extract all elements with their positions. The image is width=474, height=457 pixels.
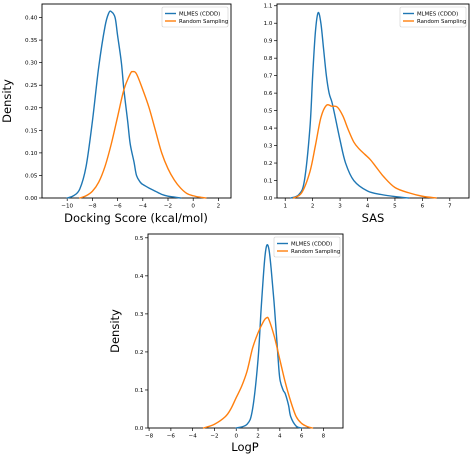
x-tick-label-logp: −2 [210,434,218,440]
x-tick-label-docking: 0 [191,204,195,210]
x-axis-label-sas: SAS [362,211,385,225]
legend-logp: MLMES (CDDD)Random Sampling [273,236,341,258]
y-tick-label-sas: 0.0 [264,196,273,202]
legend-label-sas: Random Sampling [417,19,466,25]
chart-sas: 1 2 3 4 5 6 7 0.0 0.1 0.2 0.3 0.4 0.5 0.6 0.7 0.8 0.9 1.0… [264,3,470,225]
y-tick-label-logp: 0.4 [135,274,144,280]
series-line-logp-random [202,316,314,429]
series-sas [290,11,437,199]
x-tick-label-docking: −6 [113,204,122,210]
x-tick-label-sas: 4 [366,204,370,210]
series-logp [202,243,314,429]
x-tick-label-logp: −8 [145,434,154,440]
series-docking [66,10,207,199]
ticks-docking: −10 −8 −6 −4 −2 0 2 0.00 0.05 0.10 0.15 0.20 0.25 0.3… [25,16,220,210]
chart-logp: −8 −6 −4 −2 0 2 4 6 8 0.0 0.1 0.2 0.3 0.4 0.5 MLMES (C… [108,233,344,454]
y-tick-label-logp: 0.5 [135,236,144,242]
series-line-sas-mlmes [290,11,410,199]
y-axis-label-logp: Density [108,309,122,353]
legend-label-docking: MLMES (CDDD) [179,12,220,18]
y-tick-label-sas: 0.8 [264,56,273,62]
y-tick-label-logp: 0.1 [135,388,144,394]
legend-sas: MLMES (CDDD)Random Sampling [399,6,467,28]
y-axis-label-docking: Density [0,79,14,123]
legend-docking: MLMES (CDDD)Random Sampling [161,6,229,28]
x-tick-label-logp: 2 [256,434,260,440]
plot-area-sas [276,3,470,199]
y-tick-label-docking: 0.25 [25,83,38,89]
y-tick-label-logp: 0.2 [135,350,144,356]
x-tick-label-logp: 0 [234,434,238,440]
chart-docking-score: −10 −8 −6 −4 −2 0 2 0.00 0.05 0.10 0.15 0.20 0.25 0.3… [0,3,232,225]
plot-area-logp [147,233,344,429]
y-tick-label-docking: 0.00 [25,196,38,202]
x-tick-label-sas: 7 [448,204,452,210]
x-tick-label-logp: 4 [278,434,282,440]
y-tick-label-docking: 0.20 [25,106,38,112]
x-tick-label-docking: −10 [61,204,73,210]
x-tick-label-sas: 3 [338,204,342,210]
x-tick-label-docking: 2 [217,204,221,210]
y-tick-label-docking: 0.10 [25,151,38,157]
y-tick-label-sas: 0.9 [264,39,273,45]
x-tick-label-docking: −4 [139,204,148,210]
legend-label-sas: MLMES (CDDD) [417,12,458,18]
legend-label-logp: Random Sampling [291,249,340,255]
y-tick-label-docking: 0.30 [25,61,38,67]
x-axis-label-docking: Docking Score (kcal/mol) [64,211,208,225]
series-line-logp-mlmes [235,243,303,429]
x-tick-label-docking: −8 [88,204,97,210]
x-tick-label-logp: 8 [322,434,326,440]
x-tick-label-sas: 6 [421,204,425,210]
ticks-sas: 1 2 3 4 5 6 7 0.0 0.1 0.2 0.3 0.4 0.5 0.6 0.7 0.8 0.9 1.0… [264,4,452,210]
y-tick-label-sas: 0.3 [264,144,273,150]
x-tick-label-logp: −6 [167,434,176,440]
x-axis-label-logp: LogP [231,440,259,454]
y-tick-label-sas: 0.1 [264,179,273,185]
y-tick-label-sas: 0.5 [264,109,273,115]
y-tick-label-sas: 0.7 [264,74,273,80]
series-line-sas-random [292,103,437,199]
ticks-logp: −8 −6 −4 −2 0 2 4 6 8 0.0 0.1 0.2 0.3 0.4 0.5 [135,236,326,440]
legend-box-docking [161,6,229,28]
y-tick-label-sas: 0.2 [264,161,273,167]
legend-box-sas [399,6,467,28]
x-tick-label-logp: −4 [189,434,198,440]
y-tick-label-docking: 0.05 [25,173,38,179]
y-tick-label-sas: 0.4 [264,126,273,132]
x-tick-label-docking: −2 [164,204,172,210]
plot-area-docking [41,3,232,199]
y-tick-label-sas: 1.1 [264,4,273,10]
y-tick-label-docking: 0.35 [25,38,38,44]
y-tick-label-logp: 0.0 [135,426,144,432]
legend-box-logp [273,236,341,258]
legend-label-docking: Random Sampling [179,19,228,25]
y-tick-label-logp: 0.3 [135,312,144,318]
y-tick-label-docking: 0.15 [25,128,38,134]
y-tick-label-sas: 1.0 [264,21,273,27]
x-tick-label-sas: 2 [311,204,315,210]
y-tick-label-docking: 0.40 [25,16,38,22]
x-tick-label-logp: 6 [300,434,304,440]
series-line-docking-random [79,70,207,199]
legend-label-logp: MLMES (CDDD) [291,242,332,248]
y-tick-label-sas: 0.6 [264,91,273,97]
x-tick-label-sas: 1 [283,204,287,210]
x-tick-label-sas: 5 [393,204,397,210]
